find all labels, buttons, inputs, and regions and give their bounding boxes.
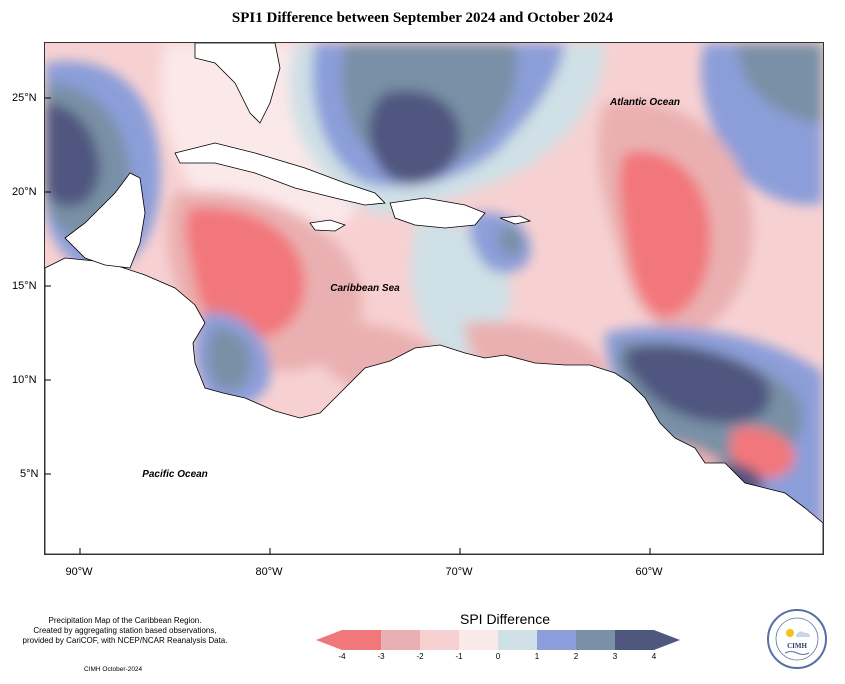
y-tick-20n: 20°N [12, 186, 37, 198]
legend-arrow-low [316, 630, 342, 650]
sun-icon [786, 629, 794, 637]
cloud-icon [796, 631, 810, 637]
map-title: SPI1 Difference between September 2024 a… [231, 10, 614, 26]
atlantic-label: Atlantic Ocean [609, 97, 680, 108]
frame-ticks [45, 97, 651, 554]
legend-tick-label: -4 [338, 652, 346, 661]
notes-line-2: Created by aggregating station based obs… [33, 626, 217, 635]
legend-swatch [537, 630, 577, 650]
legend-tick-label: 4 [651, 652, 657, 661]
legend-arrow-high [654, 630, 680, 650]
legend-tick-label: -1 [455, 652, 463, 661]
legend-swatch [342, 630, 382, 650]
legend-tick-label: -2 [416, 652, 424, 661]
x-tick-60w: 60°W [635, 566, 663, 578]
legend-swatch [615, 630, 655, 650]
notes-line-1: Precipitation Map of the Caribbean Regio… [48, 616, 202, 625]
legend-colorbar [316, 630, 680, 650]
credit-text: CIMH October-2024 [84, 666, 143, 673]
y-tick-25n: 25°N [12, 92, 37, 104]
notes-line-3: provided by CariCOF, with NCEP/NCAR Rean… [22, 636, 228, 645]
legend-tick-label: 1 [534, 652, 540, 661]
land-masses [45, 43, 823, 554]
caribbean-label: Caribbean Sea [330, 283, 400, 294]
x-tick-70w: 70°W [445, 566, 473, 578]
x-tick-80w: 80°W [255, 566, 283, 578]
y-tick-5n: 5°N [20, 468, 39, 480]
legend-tick-label: 0 [495, 652, 501, 661]
legend-swatch [459, 630, 499, 650]
legend-title: SPI Difference [459, 611, 550, 627]
legend-tick-label: -3 [377, 652, 385, 661]
cimh-logo: CIMH [767, 609, 827, 669]
x-tick-90w: 90°W [65, 566, 93, 578]
legend-swatch [381, 630, 421, 650]
y-tick-15n: 15°N [12, 280, 37, 292]
pacific-label: Pacific Ocean [142, 469, 208, 480]
wave-icon [784, 651, 810, 655]
legend-swatch [498, 630, 538, 650]
logo-acronym: CIMH [787, 642, 807, 650]
map-notes: Precipitation Map of the Caribbean Regio… [18, 616, 232, 646]
legend-swatch [420, 630, 460, 650]
legend-tick-label: 3 [612, 652, 618, 661]
legend-swatch [576, 630, 616, 650]
spi-map: Atlantic Ocean Caribbean Sea Pacific Oce… [44, 42, 824, 555]
y-tick-10n: 10°N [12, 374, 37, 386]
legend-tick-label: 2 [573, 652, 579, 661]
